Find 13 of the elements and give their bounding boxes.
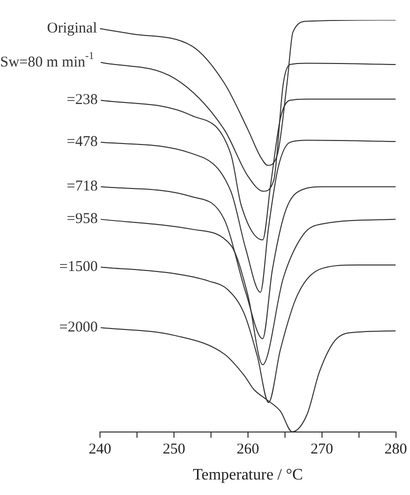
x-tick-label: 260 (236, 442, 260, 458)
series-label: =478 (66, 134, 98, 150)
series-label: =2000 (59, 320, 98, 336)
series-label: =958 (66, 211, 98, 228)
x-axis-title: Temperature / °C (192, 466, 303, 484)
x-tick-label: 270 (310, 442, 334, 458)
x-tick-label: 250 (162, 442, 186, 458)
series-label: =238 (66, 92, 98, 108)
series-label: =718 (66, 178, 98, 195)
series-label: =1500 (59, 259, 98, 276)
x-tick-label: 280 (384, 442, 407, 458)
series-label: Original (47, 20, 98, 37)
x-tick-label: 240 (88, 442, 112, 458)
